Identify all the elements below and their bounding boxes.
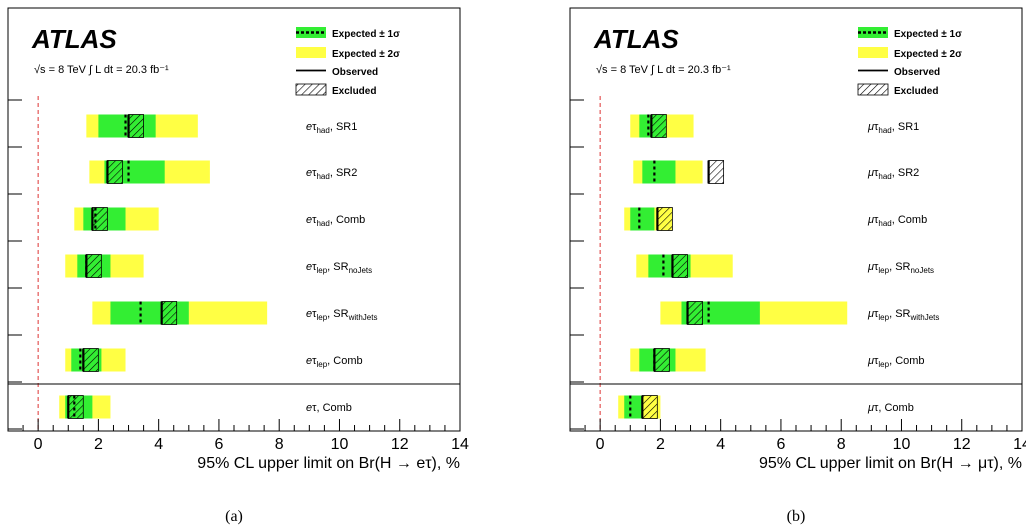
category-label: μτhad, Comb [867, 214, 927, 228]
excluded-hatch [82, 348, 99, 372]
excluded-hatch [687, 301, 703, 325]
panel-b: μτhad, SR1 μτhad, SR2 μτhad, Comb μτlep, SR… [569, 7, 1026, 525]
x-tick-label: 0 [34, 436, 43, 453]
excluded-hatch [641, 395, 658, 419]
excluded-hatch [67, 395, 84, 419]
x-tick-label: 2 [656, 436, 665, 453]
x-tick-label: 0 [596, 436, 605, 453]
category-label: eτlep, SRnoJets [306, 261, 372, 275]
category-label: μτhad, SR2 [867, 167, 919, 181]
legend-excluded-swatch [857, 83, 889, 96]
legend-two-sigma-swatch [296, 47, 326, 58]
x-tick-label: 10 [893, 436, 911, 453]
x-axis-label: 95% CL upper limit on Br(H → μτ), % [759, 455, 1022, 472]
panel-caption: (b) [787, 508, 806, 525]
result-row: μτ, Comb [618, 395, 914, 419]
legend-label: Excluded [332, 86, 376, 97]
excluded-hatch [656, 207, 673, 231]
category-label: eτhad, Comb [306, 214, 365, 228]
category-label: eτ, Comb [306, 402, 352, 414]
x-tick-label: 2 [94, 436, 103, 453]
result-row: eτlep, SRwithJets [92, 301, 377, 325]
legend: Expected ± 1σ Expected ± 2σ Observed Exclud… [295, 27, 400, 97]
experiment-label: ATLAS [31, 24, 117, 54]
energy-lumi-label: √s = 8 TeV ∫ L dt = 20.3 fb⁻¹ [34, 64, 169, 76]
result-row: μτlep, SRwithJets [660, 301, 939, 325]
one-sigma-band [642, 160, 676, 184]
category-label: μτ, Comb [867, 402, 914, 414]
category-label: eτlep, Comb [306, 355, 363, 369]
legend-label: Expected ± 2σ [332, 49, 400, 60]
result-row: eτhad, SR1 [86, 114, 357, 138]
category-label: μτlep, Comb [867, 355, 925, 369]
result-row: μτhad, Comb [624, 207, 927, 231]
result-row: eτ, Comb [59, 395, 352, 419]
x-tick-label: 8 [275, 436, 284, 453]
category-label: μτlep, SRwithJets [867, 308, 939, 322]
x-tick-label: 6 [776, 436, 785, 453]
result-row: μτlep, SRnoJets [636, 254, 934, 278]
x-tick-label: 8 [837, 436, 846, 453]
category-label: eτlep, SRwithJets [306, 308, 377, 322]
result-row: eτhad, SR2 [89, 160, 357, 184]
excluded-hatch [650, 114, 667, 138]
x-tick-label: 12 [391, 436, 409, 453]
x-tick-label: 14 [451, 436, 469, 453]
x-axis-label: 95% CL upper limit on Br(H → eτ), % [197, 455, 460, 472]
x-tick-label: 12 [953, 436, 971, 453]
experiment-label: ATLAS [593, 24, 679, 54]
legend-label: Observed [894, 67, 940, 78]
result-row: eτhad, Comb [74, 207, 365, 231]
one-sigma-band [630, 207, 655, 231]
category-label: eτhad, SR2 [306, 167, 357, 181]
energy-lumi-label: √s = 8 TeV ∫ L dt = 20.3 fb⁻¹ [596, 64, 731, 76]
result-row: μτlep, Comb [630, 348, 925, 372]
result-row: eτlep, Comb [65, 348, 363, 372]
legend-label: Observed [332, 67, 378, 78]
x-tick-label: 4 [154, 436, 163, 453]
x-tick-label: 4 [716, 436, 725, 453]
legend-label: Expected ± 1σ [332, 29, 400, 40]
excluded-hatch [107, 160, 123, 184]
legend-label: Expected ± 1σ [894, 29, 962, 40]
category-label: μτhad, SR1 [867, 121, 919, 135]
excluded-hatch [708, 160, 725, 184]
excluded-hatch [672, 254, 688, 278]
result-row: eτlep, SRnoJets [65, 254, 372, 278]
x-tick-label: 10 [331, 436, 349, 453]
legend-two-sigma-swatch [858, 47, 888, 58]
panel-caption: (a) [225, 508, 243, 525]
legend-label: Excluded [894, 86, 938, 97]
panel-a: eτhad, SR1 eτhad, SR2 eτhad, Comb eτlep, SR… [7, 7, 469, 525]
x-tick-label: 14 [1013, 436, 1026, 453]
excluded-hatch [128, 114, 144, 138]
result-row: μτhad, SR1 [630, 114, 919, 138]
excluded-hatch [85, 254, 102, 278]
category-label: eτhad, SR1 [306, 121, 357, 135]
legend: Expected ± 1σ Expected ± 2σ Observed Exclud… [857, 27, 962, 97]
legend-label: Expected ± 2σ [894, 49, 962, 60]
result-row: μτhad, SR2 [633, 160, 919, 184]
one-sigma-band [98, 114, 156, 138]
category-label: μτlep, SRnoJets [867, 261, 934, 275]
legend-excluded-swatch [295, 83, 327, 96]
one-sigma-band [624, 395, 643, 419]
excluded-hatch [653, 348, 670, 372]
x-tick-label: 6 [214, 436, 223, 453]
excluded-hatch [161, 301, 178, 325]
